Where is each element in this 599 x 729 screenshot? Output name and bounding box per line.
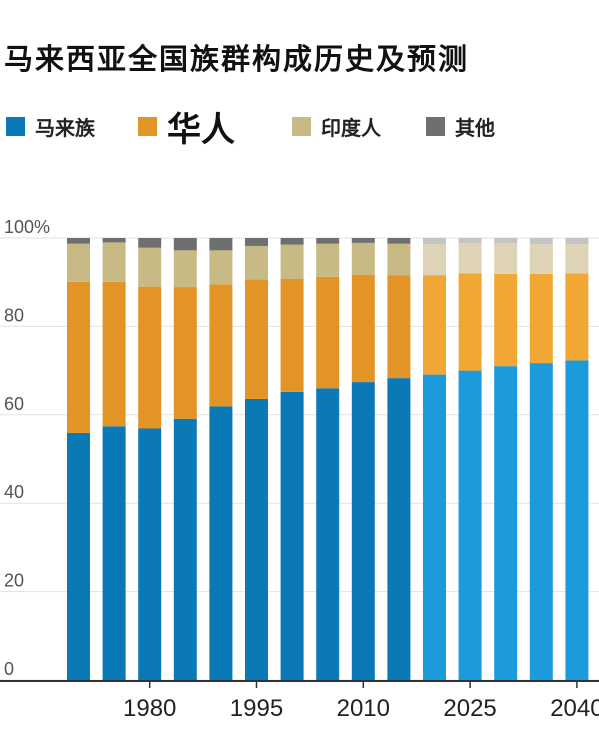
bar-segment-chinese bbox=[280, 278, 304, 392]
bar-segment-malay bbox=[173, 418, 197, 680]
bar-segment-malay bbox=[565, 360, 589, 680]
bar-segment-other bbox=[280, 238, 304, 245]
bar-segment-malay bbox=[245, 398, 268, 680]
legend-item-chinese: 华人 bbox=[138, 106, 235, 150]
legend-swatch-other bbox=[426, 116, 445, 136]
bar-segment-chinese bbox=[173, 287, 197, 419]
legend-label-malay: 马来族 bbox=[35, 115, 95, 140]
bar-segment-chinese bbox=[351, 274, 375, 383]
bar-segment-chinese bbox=[102, 281, 126, 427]
bar-segment-indian bbox=[316, 243, 340, 277]
y-tick-label: 20 bbox=[4, 571, 24, 591]
bar-segment-malay bbox=[494, 366, 518, 680]
bar-segment-chinese bbox=[316, 276, 340, 389]
legend-label-other: 其他 bbox=[455, 115, 495, 140]
bar-segment-indian bbox=[458, 243, 482, 274]
bar-segment-indian bbox=[494, 243, 518, 274]
y-tick-label: 100% bbox=[4, 217, 50, 237]
bar-segment-malay bbox=[529, 363, 553, 680]
bar-segment-chinese bbox=[387, 275, 411, 379]
bar-segment-malay bbox=[209, 406, 233, 680]
bar-segment-chinese bbox=[458, 273, 482, 371]
bar-segment-other bbox=[565, 238, 589, 245]
bar-segment-chinese bbox=[529, 273, 553, 364]
bar-segment-indian bbox=[173, 250, 197, 288]
legend-swatch-indian bbox=[292, 116, 311, 136]
bar-segment-other bbox=[423, 238, 446, 245]
bar-segment-malay bbox=[351, 382, 375, 680]
bar-segment-other bbox=[494, 238, 518, 244]
y-tick-label: 80 bbox=[4, 305, 24, 325]
legend-swatch-malay bbox=[6, 116, 25, 136]
bar-segment-other bbox=[458, 238, 482, 244]
bar-segment-malay bbox=[316, 388, 340, 680]
bar-segment-other bbox=[173, 238, 197, 251]
bar-segment-indian bbox=[280, 244, 304, 279]
bar-segment-chinese bbox=[565, 273, 589, 361]
bar-segment-other bbox=[529, 238, 553, 245]
bar-segment-indian bbox=[387, 243, 411, 276]
x-tick-label: 2040 bbox=[550, 695, 599, 722]
bar-segment-indian bbox=[209, 250, 233, 285]
bar-segment-other bbox=[316, 238, 340, 244]
bar-segment-indian bbox=[245, 245, 268, 280]
bar-segment-indian bbox=[102, 242, 126, 282]
legend-item-other: 其他 bbox=[426, 106, 495, 146]
legend-label-chinese: 华人 bbox=[167, 109, 235, 150]
bar-segment-malay bbox=[138, 428, 162, 680]
bar-segment-malay bbox=[280, 391, 304, 680]
bar-segment-chinese bbox=[494, 273, 518, 367]
bar-segment-other bbox=[138, 238, 162, 248]
bar-segment-chinese bbox=[138, 286, 162, 429]
bar-segment-indian bbox=[565, 244, 589, 274]
bar-segment-chinese bbox=[423, 275, 446, 375]
bar-segment-indian bbox=[351, 242, 375, 275]
legend: 马来族 华人 印度人 其他 bbox=[6, 106, 596, 150]
bar-segment-other bbox=[387, 238, 411, 244]
bar-segment-indian bbox=[67, 243, 90, 282]
bar-segment-malay bbox=[423, 374, 446, 680]
bar-segment-other bbox=[245, 238, 268, 246]
bar-segment-malay bbox=[387, 378, 411, 680]
y-tick-label: 0 bbox=[4, 659, 14, 679]
y-tick-label: 60 bbox=[4, 394, 24, 414]
bar-segment-chinese bbox=[245, 279, 268, 399]
legend-item-indian: 印度人 bbox=[292, 106, 381, 146]
bar-segment-other bbox=[67, 238, 90, 244]
x-tick-label: 1980 bbox=[123, 695, 176, 722]
bar-segment-indian bbox=[529, 244, 553, 274]
bar-segment-malay bbox=[67, 432, 90, 680]
bar-segment-other bbox=[102, 238, 126, 243]
bar-segment-malay bbox=[458, 370, 482, 680]
x-tick-label: 1995 bbox=[230, 695, 283, 722]
x-tick-label: 2025 bbox=[443, 695, 496, 722]
legend-swatch-chinese bbox=[138, 116, 157, 136]
legend-item-malay: 马来族 bbox=[6, 106, 95, 146]
bar-segment-chinese bbox=[209, 284, 233, 407]
bar-segment-indian bbox=[423, 244, 446, 276]
bar-segment-chinese bbox=[67, 281, 90, 433]
y-tick-label: 40 bbox=[4, 482, 24, 502]
bar-segment-other bbox=[351, 238, 375, 243]
chart-title: 马来西亚全国族群构成历史及预测 bbox=[4, 42, 470, 76]
x-tick-label: 2010 bbox=[337, 695, 390, 722]
bar-segment-other bbox=[209, 238, 233, 251]
legend-label-indian: 印度人 bbox=[321, 115, 381, 140]
bar-segment-malay bbox=[102, 426, 126, 680]
bar-segment-indian bbox=[138, 247, 162, 287]
